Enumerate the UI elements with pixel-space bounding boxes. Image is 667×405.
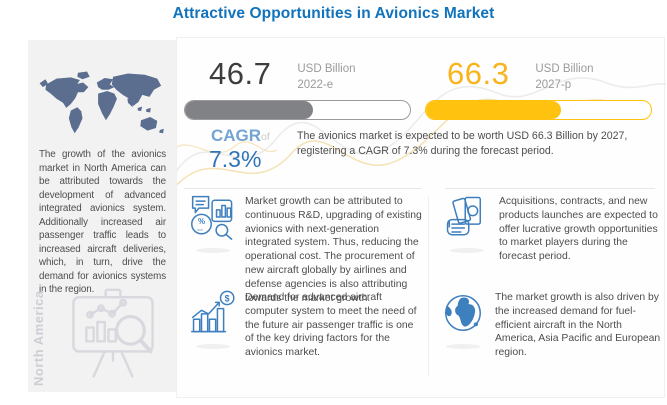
stat-2027-unit: USD Billion (535, 63, 594, 75)
insight-demand: $ Demand for advanced aircraft computer … (185, 290, 423, 360)
icon-shadow (196, 344, 230, 349)
stat-2022-unit: USD Billion (297, 63, 356, 75)
progress-bar-2022 (184, 100, 411, 120)
insight-acquisitions-text: Acquisitions, contracts, and new product… (499, 196, 658, 263)
svg-text:...: ... (197, 225, 203, 232)
page-title: Attractive Opportunities in Avionics Mar… (172, 5, 495, 22)
cagr-value: 7.3% (209, 146, 262, 172)
progress-bar-2027 (425, 100, 652, 120)
presentation-chart-magnifier-icon (72, 288, 154, 378)
world-map-icon (39, 71, 164, 134)
growth-chart-dollar-icon: $ (191, 290, 235, 333)
stat-2022: 46.7 USD Billion 2022-e (209, 58, 356, 93)
insight-demand-text: Demand for advanced aircraft computer sy… (245, 292, 417, 359)
divider-vertical (428, 196, 429, 376)
stat-2027-value: 66.3 (447, 56, 510, 91)
icon-shadow (450, 248, 484, 253)
svg-text:%: % (198, 217, 205, 226)
insight-rnd: % ... Market growth can be attributed to… (185, 194, 423, 306)
svg-text:$: $ (225, 293, 230, 303)
progress-fill-2027 (426, 101, 561, 119)
insight-fuel-efficiency: The market growth is also driven by the … (435, 290, 661, 360)
cagr-description: The avionics market is expected to be wo… (297, 130, 628, 157)
region-sidebar: The growth of the avionics market in Nor… (28, 40, 176, 392)
insight-rnd-text: Market growth can be attributed to conti… (245, 196, 422, 304)
stat-2027-label: USD Billion 2027-p (535, 62, 593, 93)
cagr-label: CAGR (211, 126, 262, 145)
divider-left (184, 188, 422, 189)
cagr-of: of (261, 131, 270, 143)
money-in-hand-icon (446, 196, 482, 236)
region-label-vertical: North America (31, 290, 46, 386)
insight-fuel-efficiency-text: The market growth is also driven by the … (495, 292, 661, 359)
progress-fill-2022 (185, 101, 314, 119)
market-panel: 46.7 USD Billion 2022-e 66.3 USD Billion… (176, 37, 666, 398)
icon-shadow (196, 248, 230, 253)
stat-2022-period: 2022-e (297, 78, 334, 91)
divider-right (445, 188, 655, 189)
stat-2027-period: 2027-p (535, 78, 572, 91)
stat-2022-value: 46.7 (209, 56, 272, 91)
analysis-percent-magnifier-icon: % ... (191, 195, 233, 240)
icon-shadow (446, 344, 480, 349)
stat-2022-label: USD Billion 2022-e (297, 62, 355, 93)
globe-icon (444, 294, 482, 332)
region-paragraph: The growth of the avionics market in Nor… (39, 149, 166, 296)
insight-acquisitions: Acquisitions, contracts, and new product… (439, 194, 661, 264)
stat-2027: 66.3 USD Billion 2027-p (447, 58, 594, 93)
